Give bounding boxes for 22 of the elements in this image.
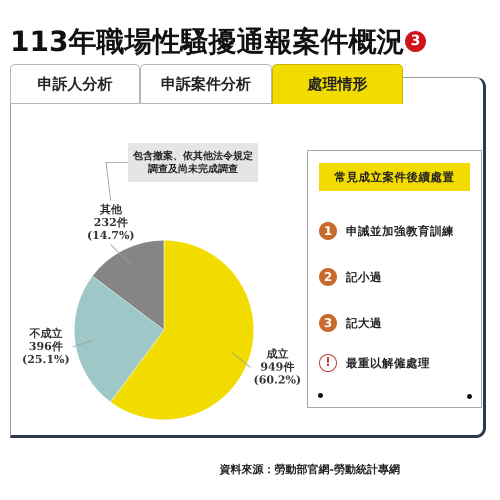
slice-label: 其他: [98, 203, 123, 216]
data-label: 396件 (25.1%): [22, 340, 70, 366]
text: 申訴案件分析: [161, 75, 251, 93]
text: 申訴人分析: [38, 75, 112, 93]
alert-icon: !: [319, 354, 337, 372]
data-label: 232件 (14.7%): [86, 216, 135, 242]
text: 常見成立案件後續處置: [334, 170, 454, 184]
text: 包含撤案、依其他法令規定調查及尚未完成調查: [133, 150, 253, 174]
text: 記大過: [346, 315, 382, 332]
text: 3: [324, 316, 332, 330]
chart-title: 113年職場性騷擾通報案件概況: [10, 25, 404, 58]
slice-label: 成立: [265, 347, 288, 360]
text: 1: [324, 224, 332, 238]
text: 3: [410, 33, 420, 49]
text: 申誡並加強教育訓練: [346, 223, 454, 240]
slice-label: 不成立: [28, 326, 62, 340]
text: 處理情形: [308, 75, 368, 93]
text: 最重以解僱處理: [346, 355, 430, 372]
data-label: 949件 (60.2%): [253, 360, 302, 386]
text: 記小過: [346, 269, 382, 286]
text: 2: [324, 270, 332, 284]
source-note: 資料來源：勞動部官網-勞動統計專網: [218, 463, 400, 477]
